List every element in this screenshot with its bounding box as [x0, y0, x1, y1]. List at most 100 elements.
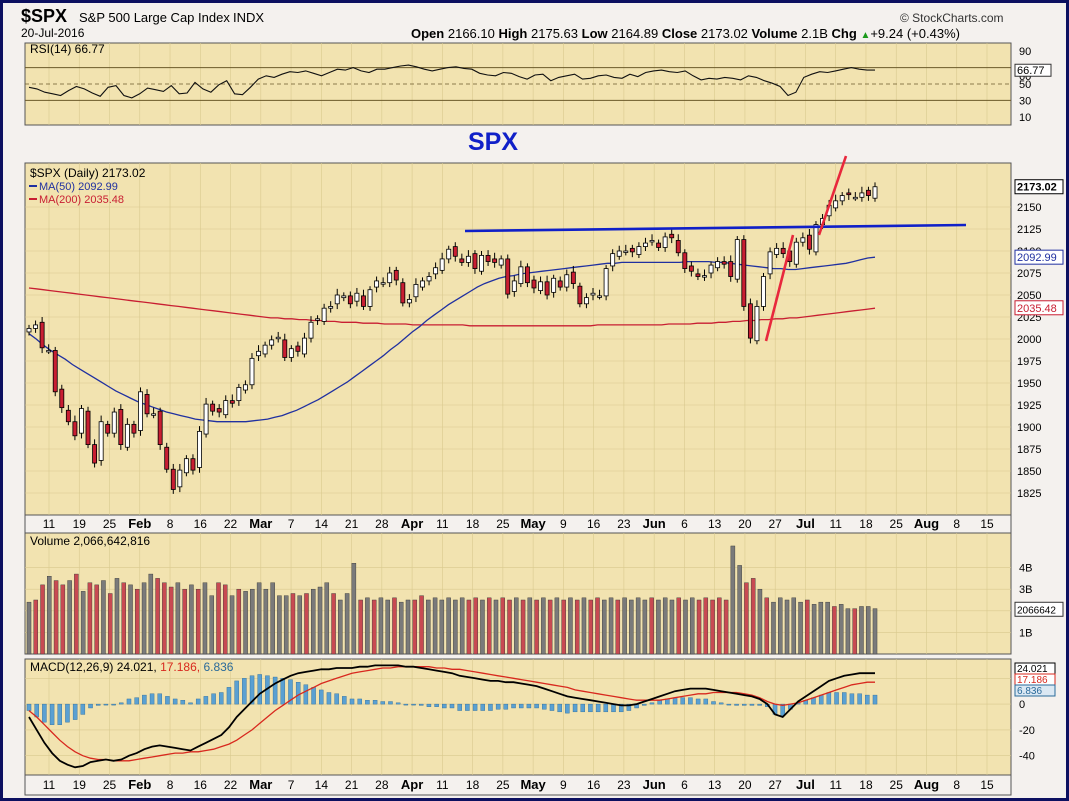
volume-bar: [669, 599, 675, 655]
macd-histogram-bar: [457, 703, 462, 711]
macd-histogram-bar: [311, 687, 316, 705]
volume-bar: [507, 599, 512, 655]
candle-body: [406, 298, 412, 304]
volume-bar: [378, 597, 384, 655]
x-tick-label: Jul: [796, 777, 815, 792]
candle-body: [662, 236, 668, 248]
x-tick-label: 16: [587, 517, 601, 531]
volume-bar: [642, 599, 648, 655]
candle-body: [675, 240, 681, 254]
rsi-y-tick: 50: [1019, 79, 1031, 91]
open-value: 2166.10: [447, 26, 495, 41]
volume-bar: [67, 580, 72, 655]
candle-body: [236, 386, 242, 401]
candle-body: [741, 239, 747, 307]
volume-bar: [859, 606, 864, 655]
x-tick-label: 25: [103, 778, 117, 792]
x-tick-label: 27: [769, 517, 783, 531]
price-y-tick: 1925: [1017, 400, 1041, 412]
volume-bar: [80, 591, 86, 655]
macd-histogram-bar: [219, 692, 224, 705]
volume-bar: [74, 573, 79, 655]
candle-body: [151, 413, 157, 416]
candle-body: [190, 458, 196, 471]
volume-bar: [818, 601, 824, 655]
candle-body: [52, 350, 58, 393]
macd-histogram-bar: [365, 700, 370, 705]
candle-body: [92, 444, 98, 464]
chg-label: Chg: [831, 26, 857, 41]
price-y-tick: 2075: [1017, 268, 1041, 280]
candle-body: [249, 357, 255, 386]
macd-histogram-bar: [711, 701, 716, 705]
candle-body: [859, 192, 865, 198]
volume-bar: [432, 597, 438, 655]
x-tick-label: May: [520, 516, 546, 531]
volume-bar: [256, 582, 262, 655]
macd-histogram-bar: [357, 698, 362, 705]
volume-bar: [195, 588, 201, 655]
macd-histogram-bar: [749, 703, 755, 706]
macd-histogram-bar: [403, 703, 409, 706]
x-tick-label: 23: [617, 517, 631, 531]
macd-histogram-bar: [718, 702, 724, 705]
candle-body: [361, 295, 366, 307]
macd-histogram-bar: [503, 703, 509, 710]
chart-date: 20-Jul-2016: [21, 26, 85, 40]
x-tick-label: 22: [224, 778, 238, 792]
candle-body: [813, 224, 819, 253]
price-last-value: 2173.02: [1017, 182, 1057, 194]
macd-histogram-bar: [257, 674, 262, 705]
volume-bar: [399, 601, 404, 655]
candle-body: [439, 258, 445, 271]
signal-last-value: 17.186: [1017, 675, 1048, 686]
candle-body: [485, 254, 491, 262]
candle-body: [643, 242, 648, 248]
candle-body: [839, 195, 845, 202]
x-tick-label: 11: [829, 778, 842, 792]
macd-histogram-bar: [618, 703, 624, 713]
macd-histogram-bar: [249, 675, 255, 705]
rsi-title: RSI(14) 66.77: [30, 42, 105, 56]
volume-bar: [419, 595, 424, 655]
candle-body: [426, 276, 432, 282]
volume-bar: [459, 597, 465, 655]
macd-histogram-bar: [165, 696, 170, 705]
volume-bar: [426, 599, 431, 655]
x-tick-label: 23: [617, 778, 631, 792]
candle-body: [302, 337, 307, 355]
rsi-line: [28, 64, 875, 99]
candle-body: [144, 394, 150, 415]
candle-body: [721, 261, 727, 265]
candle-body: [564, 274, 570, 288]
candle-body: [33, 324, 38, 329]
candle-body: [216, 408, 222, 413]
candle-body: [623, 250, 629, 253]
macd-histogram-bar: [857, 693, 862, 705]
macd-histogram-bar: [434, 703, 439, 707]
volume-bar: [250, 588, 255, 655]
volume-bar: [520, 599, 526, 655]
volume-bar: [101, 580, 106, 655]
macd-histogram-bar: [818, 694, 824, 705]
candle-body: [65, 409, 71, 423]
volume-bar: [141, 582, 147, 655]
close-label: Close: [661, 26, 698, 41]
volume-bar: [825, 601, 830, 655]
candle-body: [98, 421, 104, 461]
volume-bar: [838, 604, 844, 655]
candle-body: [747, 303, 753, 339]
macd-histogram-bar: [288, 679, 293, 705]
x-tick-label: 9: [560, 517, 567, 531]
candle-body: [118, 408, 124, 445]
hist-last-value: 6.836: [1017, 686, 1042, 697]
low-label: Low: [581, 26, 608, 41]
macd-histogram-bar: [303, 684, 309, 705]
chg-arrow-icon: ▲: [860, 30, 871, 41]
macd-histogram-bar: [80, 703, 86, 715]
candle-body: [584, 297, 589, 305]
open-label: Open: [411, 26, 445, 41]
candle-body: [505, 258, 511, 295]
macd-histogram-bar: [834, 692, 839, 705]
volume-bar: [872, 608, 878, 655]
